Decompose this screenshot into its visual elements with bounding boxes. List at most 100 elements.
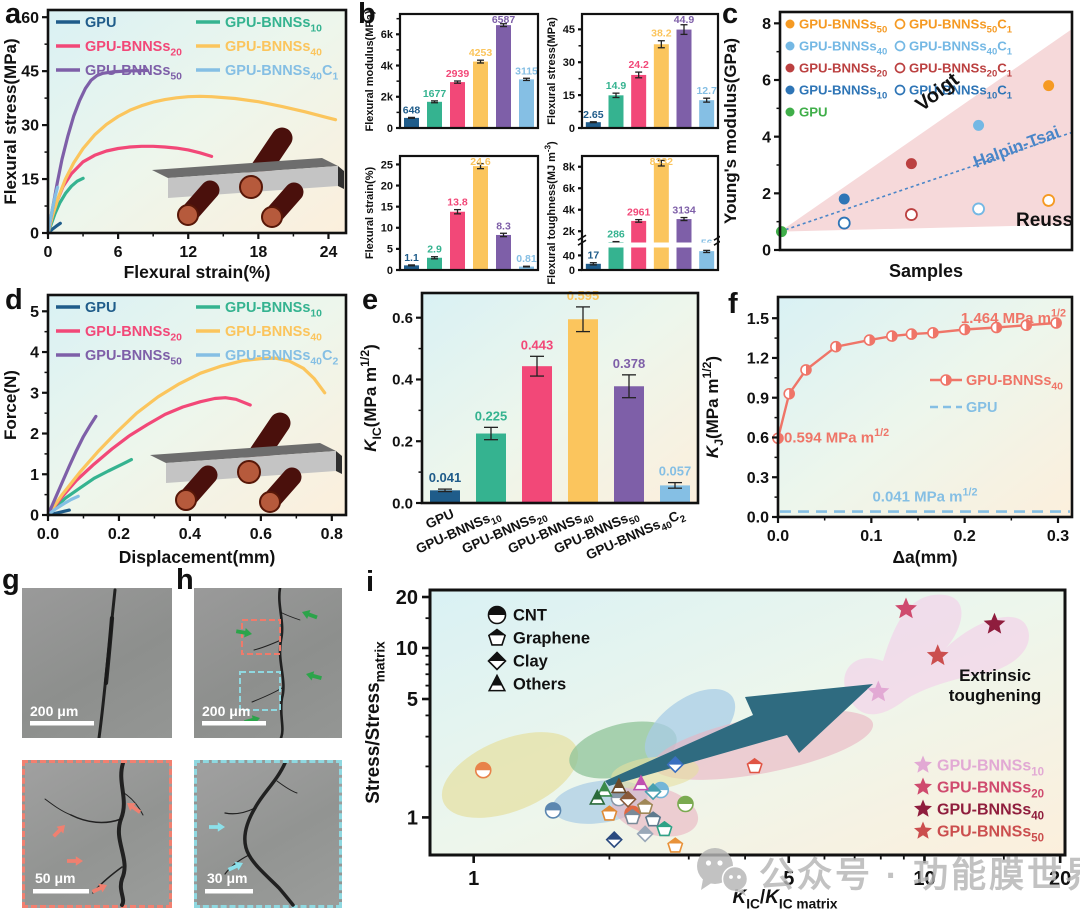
svg-text:Flexural strain(%): Flexural strain(%) [124,262,271,282]
svg-text:0.225: 0.225 [475,408,508,423]
svg-text:GPU-BNNSs50: GPU-BNNSs50 [937,824,1044,845]
svg-text:20: 20 [396,587,418,609]
svg-text:24.6: 24.6 [470,156,491,168]
panel-i-label: i [366,566,375,598]
svg-text:0.1: 0.1 [860,528,882,545]
svg-text:4: 4 [762,129,771,146]
svg-text:GPU: GPU [966,400,997,416]
svg-text:Graphene: Graphene [513,630,590,648]
panel-h-label: h [176,564,194,596]
svg-text:0.2: 0.2 [954,528,976,545]
svg-text:GPU-BNNSs10: GPU-BNNSs10 [225,15,322,34]
panel-c-youngs-modulus-chart: GPU-BNNSs50 GPU-BNNSs40 GPU-BNNSs20 GPU-BNN… [720,0,1080,285]
svg-text:30 μm: 30 μm [207,870,247,886]
svg-text:24.2: 24.2 [628,59,649,71]
svg-text:0: 0 [30,226,39,243]
svg-text:10: 10 [381,223,393,235]
svg-text:10: 10 [913,868,935,890]
svg-text:Flexural stress(MPa): Flexural stress(MPa) [546,17,558,125]
svg-text:0: 0 [387,265,393,277]
svg-text:3115: 3115 [515,65,538,77]
svg-text:0.2: 0.2 [392,433,413,450]
svg-text:4: 4 [30,345,39,362]
svg-text:6587: 6587 [492,14,516,26]
svg-text:648: 648 [403,104,421,116]
svg-text:Flexural stress(MPa): Flexural stress(MPa) [1,38,20,204]
svg-text:1.5: 1.5 [747,311,769,328]
svg-text:12.7: 12.7 [696,85,717,97]
svg-text:0.81: 0.81 [516,253,537,265]
svg-text:0: 0 [569,265,575,277]
beam-inset [152,127,344,228]
svg-text:GPU-BNNSs50: GPU-BNNSs50 [85,63,182,82]
svg-text:5: 5 [30,304,39,321]
svg-text:GPU-BNNSs40: GPU-BNNSs40 [966,373,1063,392]
svg-text:2961: 2961 [627,207,651,219]
panel-e-kic-bar-chart: 0.041 GPU 0.225 GPU-BNNSs10 0.443 GPU-BNNSs20… [358,285,700,570]
svg-text:13.8: 13.8 [447,197,468,209]
svg-text:GPU-BNNSs50C1: GPU-BNNSs50C1 [909,17,1013,36]
svg-text:0.8: 0.8 [321,526,343,543]
svg-text:GPU-BNNSs40C1: GPU-BNNSs40C1 [909,39,1013,58]
svg-text:GPU-BNNSs10C1: GPU-BNNSs10C1 [909,83,1013,102]
panel-f-label: f [728,288,738,320]
sem-image-h-zoom: 30 μm [194,760,342,908]
svg-text:0.057: 0.057 [659,464,692,479]
svg-text:KJ(MPa m1/2): KJ(MPa m1/2) [700,356,726,458]
svg-text:KIC(MPa m1/2): KIC(MPa m1/2) [360,344,384,452]
svg-text:Samples: Samples [889,261,963,281]
svg-text:38.2: 38.2 [651,28,672,40]
svg-text:GPU-BNNSs40: GPU-BNNSs40 [225,39,322,58]
svg-text:0.6: 0.6 [250,526,272,543]
svg-text:1: 1 [407,807,418,829]
panel-f-kj-curve-chart: 1.464 MPa m1/2 0.594 MPa m1/2 0.041 MPa m1… [700,285,1080,570]
svg-text:20: 20 [1049,868,1071,890]
svg-text:2k: 2k [381,92,394,104]
panel-a-label: a [5,0,22,30]
svg-text:1.464 MPa m1/2: 1.464 MPa m1/2 [961,308,1066,327]
svg-text:0: 0 [387,123,393,135]
svg-text:2: 2 [30,426,39,443]
sem-image-g-top: 200 μm [22,588,172,738]
svg-text:0.2: 0.2 [108,526,130,543]
svg-text:Extrinsic: Extrinsic [959,666,1031,685]
svg-text:Displacement(mm): Displacement(mm) [119,547,276,567]
svg-text:5: 5 [387,244,393,256]
svg-text:0.0: 0.0 [392,495,413,512]
svg-text:GPU-BNNSs40C1: GPU-BNNSs40C1 [225,63,338,82]
svg-text:6k: 6k [563,183,576,195]
panel-a-flexural-stress-strain-chart: GPU GPU-BNNSs10 GPU-BNNSs20 GPU-BNNSs40 GPU-… [0,0,360,285]
svg-text:0.0: 0.0 [37,526,59,543]
svg-text:GPU: GPU [85,15,116,31]
svg-text:GPU-BNNSs20: GPU-BNNSs20 [85,324,182,343]
svg-text:4253: 4253 [469,47,493,59]
svg-text:0: 0 [44,244,53,261]
svg-text:18: 18 [249,244,267,261]
svg-text:0: 0 [30,508,39,525]
svg-text:50 μm: 50 μm [35,870,75,886]
svg-text:10: 10 [396,638,418,660]
svg-text:1677: 1677 [423,88,447,100]
svg-text:44.9: 44.9 [674,14,695,26]
notched-beam-inset [150,412,342,513]
panel-d-force-displacement-chart: GPU GPU-BNNSs10 GPU-BNNSs20 GPU-BNNSs40 GPU-… [0,285,360,570]
svg-text:0.0: 0.0 [767,528,789,545]
svg-text:GPU-BNNSs40: GPU-BNNSs40 [225,324,322,343]
svg-text:0.041: 0.041 [429,470,462,485]
panel-b-label: b [358,0,376,30]
svg-text:Flexural toughness(MJ m-3): Flexural toughness(MJ m-3) [543,141,558,285]
svg-text:12: 12 [179,244,197,261]
svg-text:0.9: 0.9 [747,390,769,407]
svg-text:2.9: 2.9 [427,244,442,256]
svg-text:GPU-BNNSs40C2: GPU-BNNSs40C2 [225,348,338,367]
svg-text:Flexural modulus(MPa): Flexural modulus(MPa) [364,10,376,131]
svg-text:GPU-BNNSs50: GPU-BNNSs50 [799,17,887,36]
svg-text:6: 6 [114,244,123,261]
svg-text:0.6: 0.6 [747,430,769,447]
svg-text:45: 45 [563,24,575,36]
svg-text:5: 5 [783,868,794,890]
svg-text:2k: 2k [563,226,576,238]
svg-text:toughening: toughening [949,686,1042,705]
svg-text:3: 3 [30,385,39,402]
